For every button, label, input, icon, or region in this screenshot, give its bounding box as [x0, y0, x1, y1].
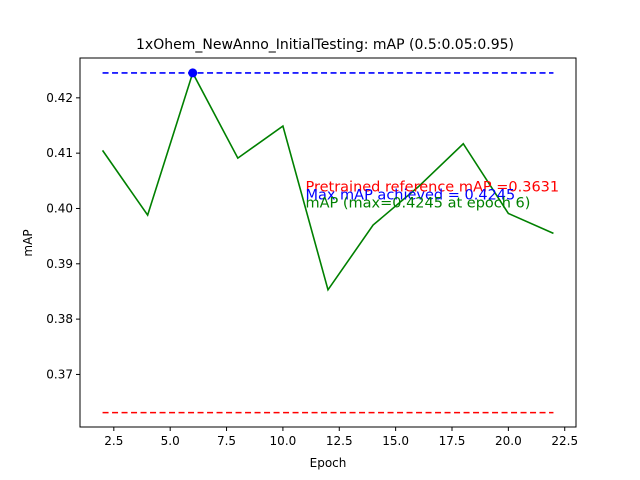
x-tick-label: 12.5 — [326, 434, 353, 448]
x-axis: 2.5 5.0 7.5 10.0 12.5 15.0 17.5 20.0 22.5 — [104, 427, 578, 448]
plot-area — [101, 68, 554, 414]
y-tick-label: 0.40 — [46, 201, 73, 215]
plot-frame — [79, 57, 577, 428]
annotation-text: mAP (max=0.4245 at epoch 6) — [305, 195, 530, 211]
x-tick-label: 17.5 — [439, 434, 466, 448]
chart-title: 1xOhem_NewAnno_InitialTesting: mAP (0.5:… — [136, 37, 514, 53]
x-tick-label: 10.0 — [270, 434, 297, 448]
x-tick-label: 22.5 — [551, 434, 578, 448]
x-axis-label: Epoch — [310, 456, 347, 470]
x-tick-label: 20.0 — [495, 434, 522, 448]
annotation-text: Max mAP achieved = 0.4245 — [305, 188, 515, 204]
y-axis-label: mAP — [21, 229, 35, 256]
x-tick-label: 15.0 — [382, 434, 409, 448]
y-axis: 0.37 0.38 0.39 0.40 0.41 0.42 — [46, 91, 80, 381]
x-tick-label: 5.0 — [161, 434, 180, 448]
y-tick-label: 0.37 — [46, 367, 73, 381]
y-tick-label: 0.41 — [46, 146, 73, 160]
max-point-marker — [188, 68, 198, 78]
x-tick-label: 2.5 — [104, 434, 123, 448]
y-tick-label: 0.38 — [46, 312, 73, 326]
x-tick-label: 7.5 — [217, 434, 236, 448]
map-series-line — [101, 70, 554, 292]
y-tick-label: 0.42 — [46, 91, 73, 105]
annotation-text: Pretrained reference mAP =0.3631 — [305, 179, 559, 195]
y-tick-label: 0.39 — [46, 257, 73, 271]
